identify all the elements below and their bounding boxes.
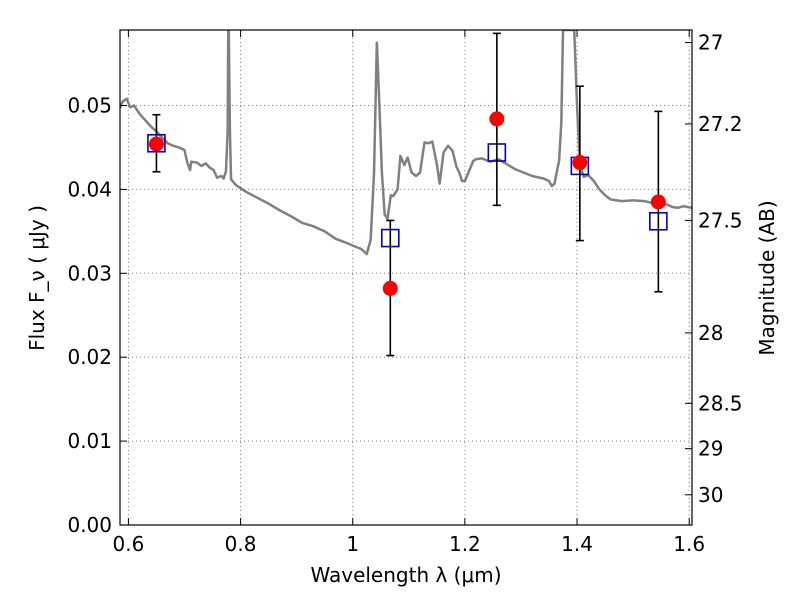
y2-tick-label: 28: [698, 321, 723, 345]
y2-axis-title-text: Magnitude (AB): [755, 200, 779, 355]
observed-flux-point: [489, 111, 505, 127]
y2-tick-label: 27.5: [698, 208, 743, 232]
observed-flux-point: [148, 136, 164, 152]
plot-frame: [119, 29, 693, 526]
x-tick-label: 0.6: [113, 532, 145, 556]
axes: 0.6 0.8 1 1.2 1.4 1.6 0.00 0.01 0.02 0.03 0.04 0.05…: [67, 30, 743, 556]
y-tick-label: 0.04: [67, 177, 112, 201]
y2-tick-label: 28.5: [698, 391, 743, 415]
x-tick-label: 1.2: [449, 532, 481, 556]
model-spectrum-line: [120, 30, 692, 256]
y-tick-label: 0.05: [67, 94, 112, 118]
y2-tick-label: 27.2: [698, 112, 743, 136]
x-tick-label: 1: [346, 532, 359, 556]
plot-area: [120, 30, 692, 256]
y2-tick-label: 29: [698, 437, 723, 461]
x-tick-label: 1.6: [673, 532, 705, 556]
observed-flux-point: [572, 155, 588, 171]
y-tick-label: 0.00: [67, 513, 112, 537]
y2-axis-title: Magnitude (AB): [755, 200, 779, 355]
x-tick-label: 1.4: [561, 532, 593, 556]
y2-tick-label: 27: [698, 31, 723, 55]
x-axis-title: Wavelength λ (μm): [310, 563, 501, 587]
y-axis-title-text: Flux F_ν ( μJy ): [25, 205, 49, 351]
observed-flux-point: [650, 194, 666, 210]
x-tick-label: 0.8: [225, 532, 257, 556]
y2-tick-label: 30: [698, 483, 723, 507]
y-tick-label: 0.01: [67, 429, 112, 453]
observed-flux-point: [382, 280, 398, 296]
y-tick-label: 0.03: [67, 261, 112, 285]
y-axis-title: Flux F_ν ( μJy ): [25, 205, 49, 351]
x-axis-title-text: Wavelength λ (μm): [310, 563, 501, 587]
plot-overlay: [147, 32, 668, 357]
y-tick-label: 0.02: [67, 345, 112, 369]
